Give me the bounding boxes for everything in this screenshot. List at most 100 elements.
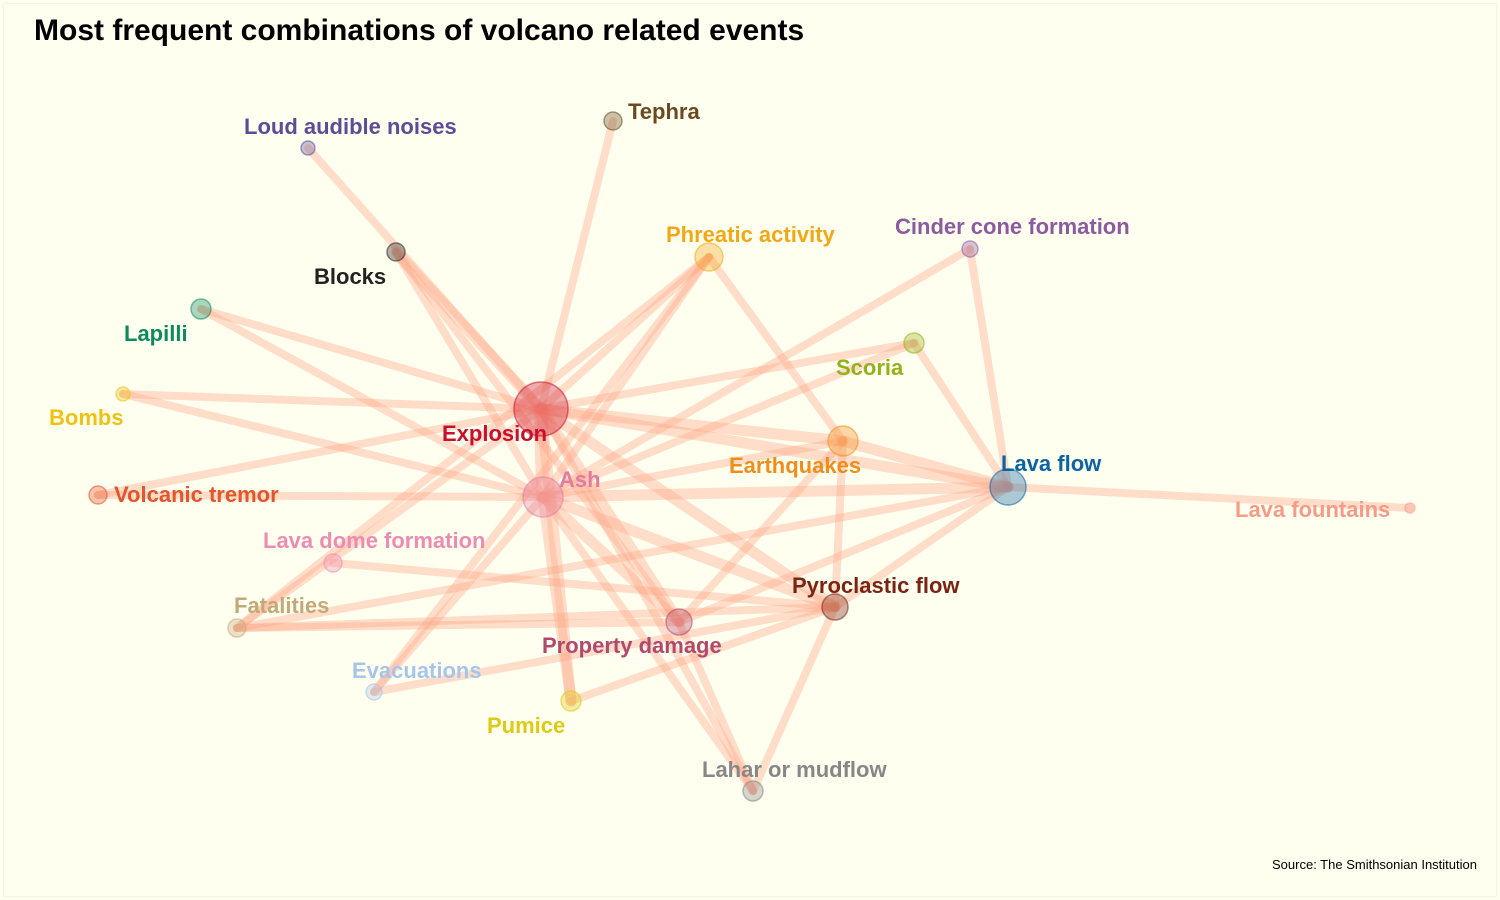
node-ash [522, 476, 564, 518]
edge-ash-lava-flow [537, 481, 1014, 503]
node-earthquakes [827, 425, 859, 457]
node-pyroclastic-flow [821, 593, 849, 621]
edge-ash-evacuations [370, 493, 547, 696]
edge-explosion-property-damage [535, 403, 685, 628]
edge-explosion-phreatic-activity [537, 253, 713, 413]
chart-title: Most frequent combinations of volcano re… [34, 14, 805, 47]
edge-explosion-earthquakes [535, 403, 849, 447]
edge-ash-earthquakes [539, 437, 847, 501]
node-phreatic-activity [694, 242, 724, 272]
node-lava-fountains [1404, 502, 1416, 514]
node-lapilli [190, 298, 212, 320]
edge-lava-flow-property-damage [675, 483, 1012, 626]
edge-earthquakes-lava-flow [837, 435, 1014, 493]
node-label-phreatic-activity: Phreatic activity [666, 222, 836, 247]
node-tephra [603, 111, 623, 131]
node-lahar-or-mudflow [742, 780, 764, 802]
edge-ash-cinder-cone-formation [539, 245, 974, 501]
node-label-lava-dome-formation: Lava dome formation [263, 528, 485, 553]
edge-property-damage-lahar-or-mudflow [675, 618, 757, 795]
edge-blocks-property-damage [392, 248, 683, 626]
edge-lava-flow-scoria [910, 339, 1012, 491]
node-pumice [560, 690, 582, 712]
node-bombs [115, 386, 131, 402]
node-explosion [513, 381, 569, 437]
edge-property-damage-fatalities [233, 618, 683, 632]
edge-explosion-lava-flow [535, 403, 1014, 493]
node-evacuations [365, 683, 383, 701]
node-label-bombs: Bombs [49, 405, 124, 430]
node-label-lapilli: Lapilli [124, 321, 188, 346]
edge-ash-lapilli [197, 305, 547, 501]
node-label-lava-fountains: Lava fountains [1235, 497, 1390, 522]
edge-pyroclastic-flow-evacuations [370, 603, 839, 696]
plot-panel [3, 3, 1497, 897]
node-label-evacuations: Evacuations [352, 658, 482, 683]
node-layer [88, 111, 1416, 802]
edge-earthquakes-property-damage [675, 437, 847, 626]
edge-ash-bombs [119, 390, 547, 501]
edge-ash-pyroclastic-flow [537, 491, 841, 613]
edge-lava-flow-pyroclastic-flow [831, 483, 1012, 611]
node-fatalities [227, 618, 247, 638]
edge-lava-flow-lava-fountains [1004, 483, 1414, 512]
edge-explosion-loud-audible-noises [304, 144, 545, 413]
node-cinder-cone-formation [961, 240, 979, 258]
edge-pyroclastic-flow-lahar-or-mudflow [749, 603, 839, 795]
node-label-tephra: Tephra [628, 99, 700, 124]
edge-explosion-fatalities [233, 405, 545, 632]
edge-explosion-pyroclastic-flow [535, 403, 841, 613]
node-label-property-damage: Property damage [542, 633, 722, 658]
node-label-cinder-cone-formation: Cinder cone formation [895, 214, 1130, 239]
node-scoria [903, 332, 925, 354]
node-label-fatalities: Fatalities [234, 593, 329, 618]
edge-ash-lahar-or-mudflow [539, 493, 757, 795]
node-label-volcanic-tremor: Volcanic tremor [114, 482, 279, 507]
edge-explosion-scoria [537, 339, 918, 413]
edge-layer [94, 117, 1414, 795]
node-label-lava-flow: Lava flow [1001, 451, 1102, 476]
node-label-blocks: Blocks [314, 264, 386, 289]
node-blocks [386, 242, 406, 262]
node-lava-dome-formation [323, 553, 343, 573]
node-volcanic-tremor [88, 485, 108, 505]
edge-earthquakes-pyroclastic-flow [831, 437, 847, 611]
edge-ash-blocks [392, 248, 547, 501]
edge-earthquakes-phreatic-activity [705, 253, 847, 445]
source-note: Source: The Smithsonian Institution [1272, 857, 1477, 872]
node-label-pumice: Pumice [487, 713, 565, 738]
edge-explosion-pumice [535, 403, 577, 707]
node-label-ash: Ash [559, 467, 601, 492]
edge-lava-flow-fatalities [233, 483, 1012, 632]
edge-ash-scoria [539, 339, 918, 501]
edge-explosion-lahar-or-mudflow [537, 405, 757, 795]
node-loud-audible-noises [300, 140, 316, 156]
edge-ash-volcanic-tremor [94, 491, 547, 501]
edge-explosion-ash [534, 402, 550, 504]
edge-explosion-lapilli [197, 305, 545, 413]
edge-lava-flow-cinder-cone-formation [966, 245, 1012, 491]
node-label-earthquakes: Earthquakes [729, 453, 861, 478]
node-lava-flow [989, 468, 1027, 506]
label-layer: Explosion Ash Lava flow Earthquakes Pyroclas… [49, 99, 1390, 782]
node-label-loud-audible-noises: Loud audible noises [244, 114, 457, 139]
edge-phreatic-activity-fatalities [233, 253, 713, 632]
edge-pyroclastic-flow-pumice [567, 603, 839, 705]
edge-explosion-bombs [119, 390, 545, 413]
edge-explosion-volcanic-tremor [94, 405, 545, 499]
node-label-explosion: Explosion [442, 421, 547, 446]
edge-pyroclastic-flow-lava-dome-formation [329, 559, 839, 611]
node-label-scoria: Scoria [836, 355, 904, 380]
node-label-lahar-or-mudflow: Lahar or mudflow [702, 757, 887, 782]
edge-explosion-tephra [537, 117, 617, 413]
edge-ash-property-damage [537, 491, 685, 628]
edge-explosion-blocks [390, 246, 547, 415]
edge-phreatic-activity-evacuations [370, 253, 713, 696]
node-label-pyroclastic-flow: Pyroclastic flow [792, 573, 960, 598]
node-property-damage [665, 608, 693, 636]
edge-pyroclastic-flow-fatalities [233, 603, 839, 632]
edge-ash-phreatic-activity [539, 253, 713, 501]
edge-ash-pumice [537, 491, 577, 707]
